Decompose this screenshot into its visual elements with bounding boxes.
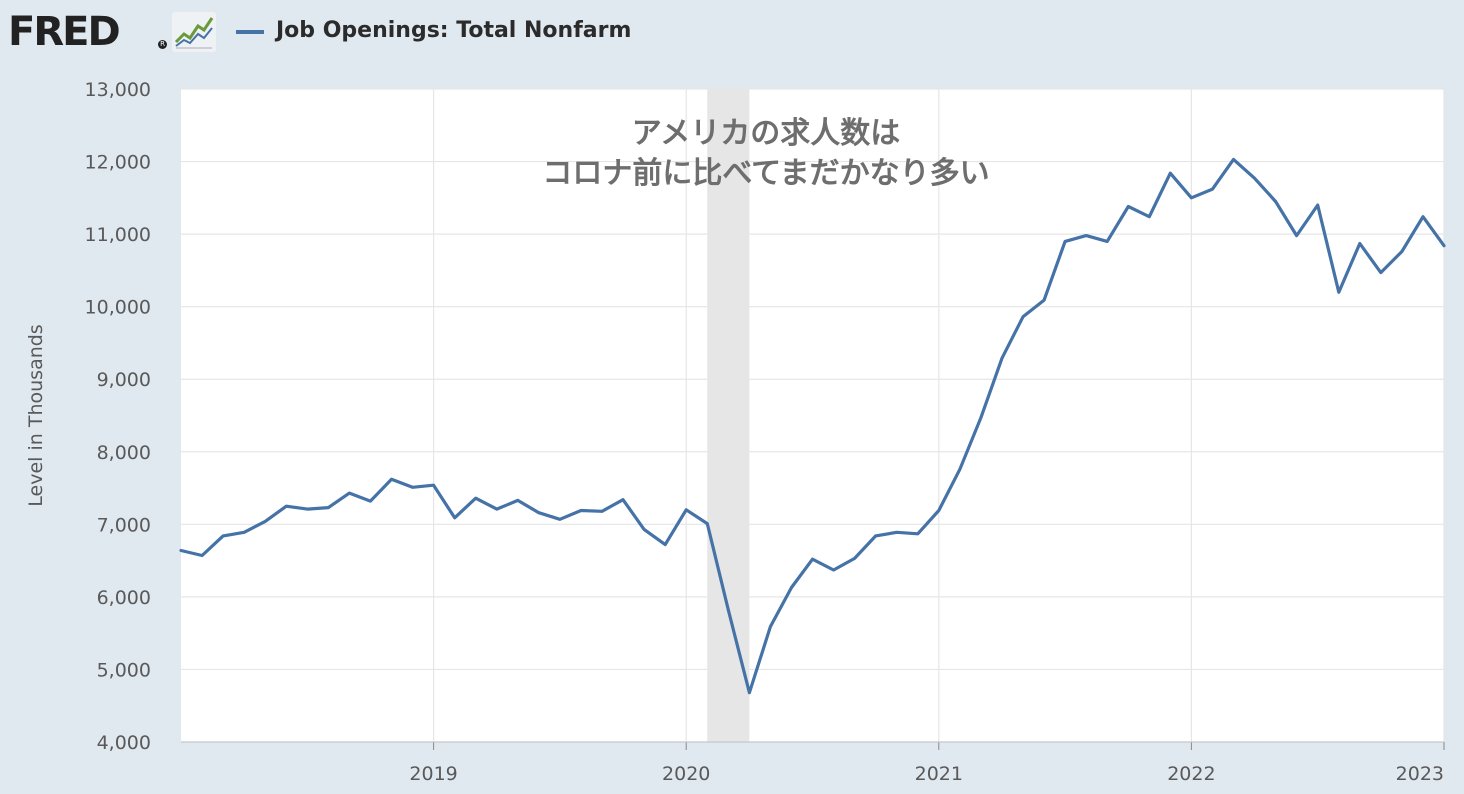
data-point xyxy=(327,506,330,509)
y-tick-label: 12,000 xyxy=(85,152,151,174)
y-tick-label: 7,000 xyxy=(97,514,151,536)
legend-swatch xyxy=(236,30,264,34)
plot-area xyxy=(181,89,1444,742)
data-point xyxy=(916,532,919,535)
chart-header: FRED R Job Openings: Total Nonfarm xyxy=(0,0,1464,64)
data-point xyxy=(1442,244,1445,247)
data-point xyxy=(369,500,372,503)
y-tick-label: 6,000 xyxy=(97,587,151,609)
data-point xyxy=(685,508,688,511)
data-point xyxy=(411,486,414,489)
data-point xyxy=(1379,271,1382,274)
x-tick-label: 2021 xyxy=(915,763,963,785)
data-point xyxy=(432,484,435,487)
data-point xyxy=(706,522,709,525)
data-point xyxy=(1127,205,1130,208)
x-tick-label: 2023 xyxy=(1396,763,1444,785)
data-point xyxy=(1274,200,1277,203)
data-point xyxy=(1106,240,1109,243)
data-point xyxy=(537,511,540,514)
data-point xyxy=(348,492,351,495)
series-title[interactable]: Job Openings: Total Nonfarm xyxy=(276,18,632,43)
data-point xyxy=(1148,215,1151,218)
data-point xyxy=(516,499,519,502)
data-point xyxy=(1000,357,1003,360)
data-point xyxy=(664,543,667,546)
data-point xyxy=(1211,188,1214,191)
data-point xyxy=(643,528,646,531)
y-tick-label: 8,000 xyxy=(97,442,151,464)
data-point xyxy=(832,568,835,571)
y-tick-label: 11,000 xyxy=(85,224,151,246)
data-point xyxy=(895,531,898,534)
data-point xyxy=(495,507,498,510)
annotation-text: コロナ前に比べてまだかなり多い xyxy=(542,156,989,191)
data-point xyxy=(769,625,772,628)
data-point xyxy=(1042,299,1045,302)
data-point xyxy=(937,509,940,512)
data-point xyxy=(1295,234,1298,237)
data-point xyxy=(1064,240,1067,243)
data-point xyxy=(453,516,456,519)
data-point xyxy=(1190,196,1193,199)
data-point xyxy=(727,608,730,611)
registered-mark-icon: R xyxy=(158,40,167,49)
y-tick-label: 13,000 xyxy=(85,79,151,101)
data-point xyxy=(179,549,182,552)
data-point xyxy=(222,534,225,537)
data-point xyxy=(285,505,288,508)
data-point xyxy=(1253,177,1256,180)
fred-logo[interactable]: FRED xyxy=(8,9,121,55)
y-tick-label: 5,000 xyxy=(97,659,151,681)
data-point xyxy=(958,468,961,471)
x-tick-label: 2019 xyxy=(409,763,457,785)
x-tick-label: 2020 xyxy=(662,763,710,785)
data-point xyxy=(874,534,877,537)
y-tick-label: 10,000 xyxy=(85,297,151,319)
y-axis-label: Level in Thousands xyxy=(25,324,47,506)
data-point xyxy=(1358,242,1361,245)
data-point xyxy=(748,691,751,694)
data-point xyxy=(853,557,856,560)
data-point xyxy=(1169,172,1172,175)
data-point xyxy=(621,498,624,501)
data-point xyxy=(979,416,982,419)
data-point xyxy=(306,507,309,510)
data-point xyxy=(1232,158,1235,161)
data-point xyxy=(1337,291,1340,294)
annotation-text: アメリカの求人数は xyxy=(632,116,901,151)
data-point xyxy=(811,558,814,561)
data-point xyxy=(1085,234,1088,237)
data-point xyxy=(1421,215,1424,218)
data-point xyxy=(579,509,582,512)
data-point xyxy=(600,510,603,513)
recession-band xyxy=(707,89,750,742)
data-point xyxy=(390,478,393,481)
data-point xyxy=(1021,315,1024,318)
y-tick-label: 9,000 xyxy=(97,369,151,391)
series-line xyxy=(179,157,1446,695)
data-point xyxy=(474,497,477,500)
data-point xyxy=(1316,203,1319,206)
data-point xyxy=(264,520,267,523)
data-point xyxy=(243,531,246,534)
data-point xyxy=(1400,250,1403,253)
x-tick-label: 2022 xyxy=(1167,763,1215,785)
data-point xyxy=(558,518,561,521)
line-chart-icon xyxy=(172,12,216,52)
data-point xyxy=(200,554,203,557)
y-tick-label: 4,000 xyxy=(97,732,151,754)
data-point xyxy=(790,586,793,589)
